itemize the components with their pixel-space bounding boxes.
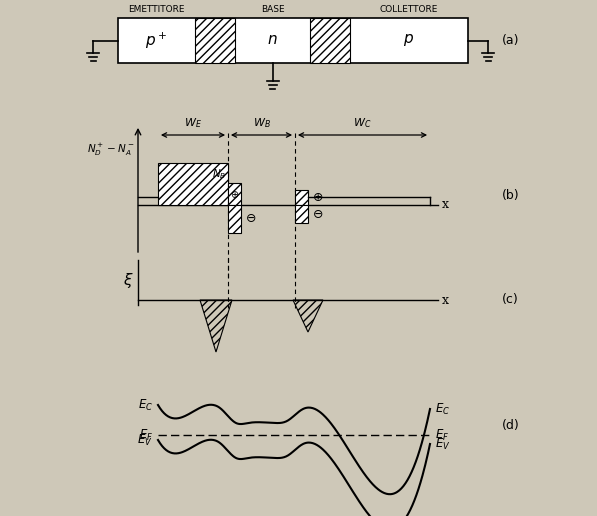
Text: $N_B$: $N_B$	[212, 167, 226, 181]
Text: $E_V$: $E_V$	[435, 437, 451, 452]
Text: $\ominus$: $\ominus$	[245, 213, 256, 225]
Text: EMETTITORE: EMETTITORE	[128, 5, 184, 14]
Text: (c): (c)	[502, 294, 519, 307]
Bar	[228, 183, 241, 205]
Bar	[118, 18, 468, 63]
Text: $N_D^+ - N_A^-$: $N_D^+ - N_A^-$	[87, 142, 135, 158]
Text: $\ominus$: $\ominus$	[312, 207, 324, 220]
Bar	[310, 18, 350, 63]
Text: $W_E$: $W_E$	[184, 116, 202, 130]
Text: $\xi$: $\xi$	[122, 270, 133, 289]
Text: (d): (d)	[502, 418, 520, 431]
Text: (b): (b)	[502, 188, 519, 202]
Text: $E_F$: $E_F$	[139, 427, 153, 443]
Bar	[295, 205, 308, 223]
Text: $p$: $p$	[404, 33, 414, 49]
Text: $p^+$: $p^+$	[145, 30, 168, 51]
Text: $E_C$: $E_C$	[435, 401, 450, 416]
Text: $n$: $n$	[267, 34, 278, 47]
Text: $W_B$: $W_B$	[253, 116, 270, 130]
Text: $\oplus$: $\oplus$	[312, 191, 324, 204]
Bar	[228, 205, 241, 233]
Bar	[295, 190, 308, 205]
Text: (a): (a)	[502, 34, 519, 47]
Bar	[195, 18, 235, 63]
Text: $\oplus$: $\oplus$	[230, 188, 239, 200]
Text: $E_F$: $E_F$	[435, 427, 450, 443]
Text: x: x	[442, 294, 449, 307]
Text: x: x	[442, 199, 449, 212]
Text: $E_C$: $E_C$	[138, 397, 153, 413]
Text: COLLETTORE: COLLETTORE	[380, 5, 438, 14]
Text: $E_V$: $E_V$	[137, 432, 153, 447]
Text: BASE: BASE	[261, 5, 284, 14]
Text: $W_C$: $W_C$	[353, 116, 372, 130]
Bar	[158, 163, 228, 205]
